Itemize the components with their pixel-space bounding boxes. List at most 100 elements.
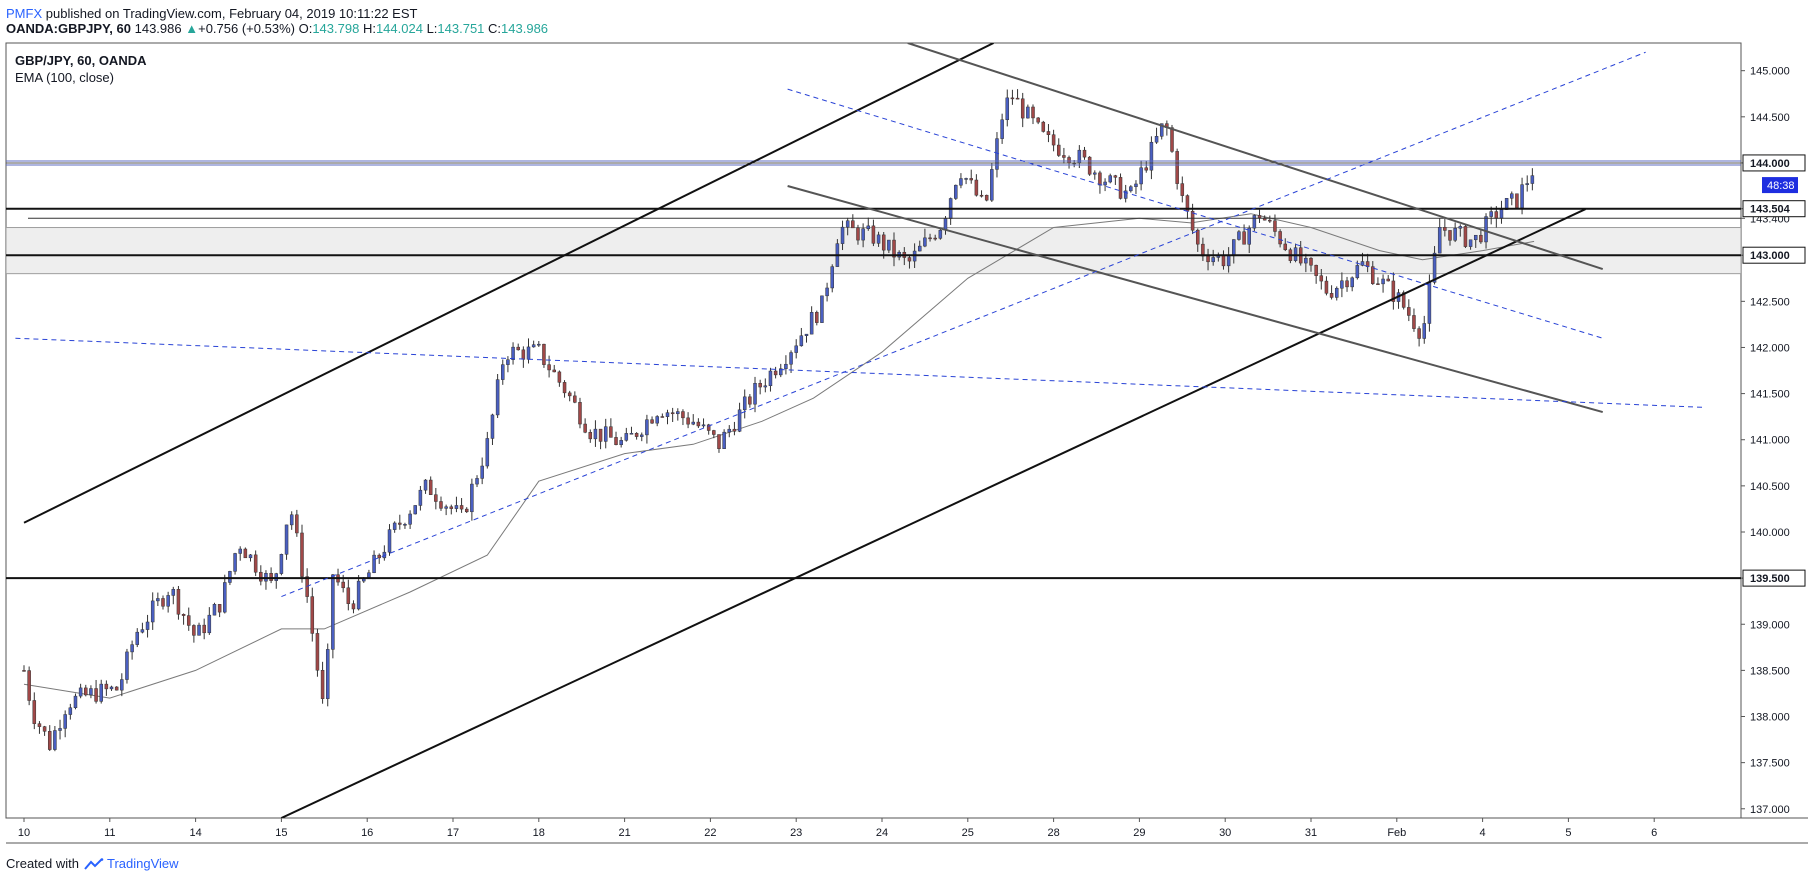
candle-body — [387, 529, 392, 553]
candle-body — [856, 227, 860, 241]
candle-body — [1257, 215, 1262, 219]
legend-indicator[interactable]: EMA (100, close) — [15, 70, 114, 85]
candle-body — [1479, 234, 1483, 243]
candle-body — [706, 424, 711, 431]
candle-body — [1031, 106, 1035, 119]
candle-body — [1056, 144, 1061, 156]
candle-body — [27, 670, 31, 701]
candle-body — [866, 225, 871, 229]
tradingview-brand: TradingView — [106, 856, 179, 871]
candle-body — [794, 345, 798, 353]
publisher-name[interactable]: PMFX — [6, 6, 43, 21]
candle-body — [773, 370, 778, 376]
candle-body — [1525, 183, 1529, 185]
candle-body — [444, 506, 448, 509]
y-tick-label: 140.500 — [1750, 481, 1790, 493]
candle-body — [1010, 97, 1015, 100]
candle-body — [1371, 266, 1375, 284]
candle-body — [1149, 141, 1154, 171]
candle-body — [1340, 280, 1344, 289]
candle-body — [1159, 123, 1164, 137]
y-tick-label: 137.500 — [1750, 758, 1790, 770]
x-tick-label: 21 — [618, 827, 630, 839]
candle-body — [248, 554, 253, 559]
x-tick-label: 5 — [1565, 827, 1571, 839]
candle-body — [1304, 257, 1308, 264]
candle-body — [418, 489, 423, 506]
candle-body — [279, 554, 284, 574]
candle-body — [1041, 121, 1046, 132]
candle-body — [1283, 243, 1288, 251]
candle-body — [979, 194, 984, 197]
price-label-box — [1742, 246, 1806, 264]
candle-body — [624, 433, 629, 441]
candle-body — [454, 505, 459, 509]
candle-body — [1386, 278, 1390, 282]
candle-body — [1082, 149, 1087, 158]
symbol-name: OANDA:GBPJPY, 60 — [6, 21, 131, 36]
candle-body — [871, 225, 876, 244]
candle-body — [1020, 98, 1025, 119]
candle-body — [1000, 119, 1004, 139]
candle-body — [99, 683, 103, 702]
candle-body — [1350, 277, 1354, 288]
candle-body — [1103, 181, 1107, 186]
last-price: 143.986 — [134, 21, 182, 36]
candle-body — [742, 396, 747, 411]
price-label: 143.504 — [1750, 204, 1791, 216]
candle-body — [1412, 315, 1416, 329]
candle-body — [398, 522, 402, 525]
candle-body — [763, 385, 768, 388]
candle-body — [1139, 167, 1143, 185]
candle-body — [521, 349, 526, 360]
candle-body — [392, 522, 397, 530]
candle-body — [346, 587, 351, 604]
candle-body — [428, 479, 433, 495]
candle-body — [1494, 211, 1499, 219]
plot-frame — [5, 42, 1742, 819]
candle-body — [712, 430, 716, 435]
candle-body — [799, 335, 804, 347]
candle-body — [650, 419, 654, 424]
candle-body — [253, 554, 258, 573]
y-tick-label: 141.500 — [1750, 389, 1790, 401]
candle-body — [1376, 283, 1380, 285]
price-label: 139.500 — [1750, 573, 1790, 585]
candle-body — [918, 245, 922, 252]
x-tick-label: 25 — [962, 827, 974, 839]
candle-body — [588, 432, 593, 440]
candle-body — [1242, 231, 1246, 245]
candle-body — [804, 333, 809, 336]
x-tick-label: 18 — [533, 827, 545, 839]
candle-body — [274, 573, 279, 581]
price-label-box — [1742, 200, 1806, 218]
candle-body — [89, 688, 93, 696]
candle-body — [408, 513, 412, 525]
candle-body — [295, 514, 299, 534]
candle-body — [1118, 177, 1123, 199]
candle-body — [598, 428, 603, 442]
candle-body — [32, 700, 37, 724]
price-label: 143.000 — [1750, 250, 1790, 262]
candle-body — [243, 548, 248, 559]
candle-body — [114, 686, 119, 691]
candle-body — [1401, 292, 1406, 308]
tradingview-logo[interactable]: TradingView — [83, 856, 179, 871]
plot-area — [6, 43, 1741, 818]
candle-body — [22, 670, 26, 672]
candle-body — [1515, 193, 1519, 209]
candle-body — [542, 343, 546, 365]
candle-body — [202, 624, 206, 634]
footer: Created with TradingView — [6, 856, 179, 871]
x-tick-label: 22 — [704, 827, 716, 839]
candle-body — [300, 532, 304, 577]
candle-body — [217, 604, 222, 613]
candle-body — [954, 184, 958, 199]
candle-body — [928, 237, 932, 240]
candle-body — [552, 369, 556, 373]
candle-body — [753, 383, 757, 405]
publish-text: published on TradingView.com, February 0… — [45, 6, 418, 21]
high-value: 144.024 — [375, 21, 423, 36]
candle-body — [207, 614, 212, 634]
